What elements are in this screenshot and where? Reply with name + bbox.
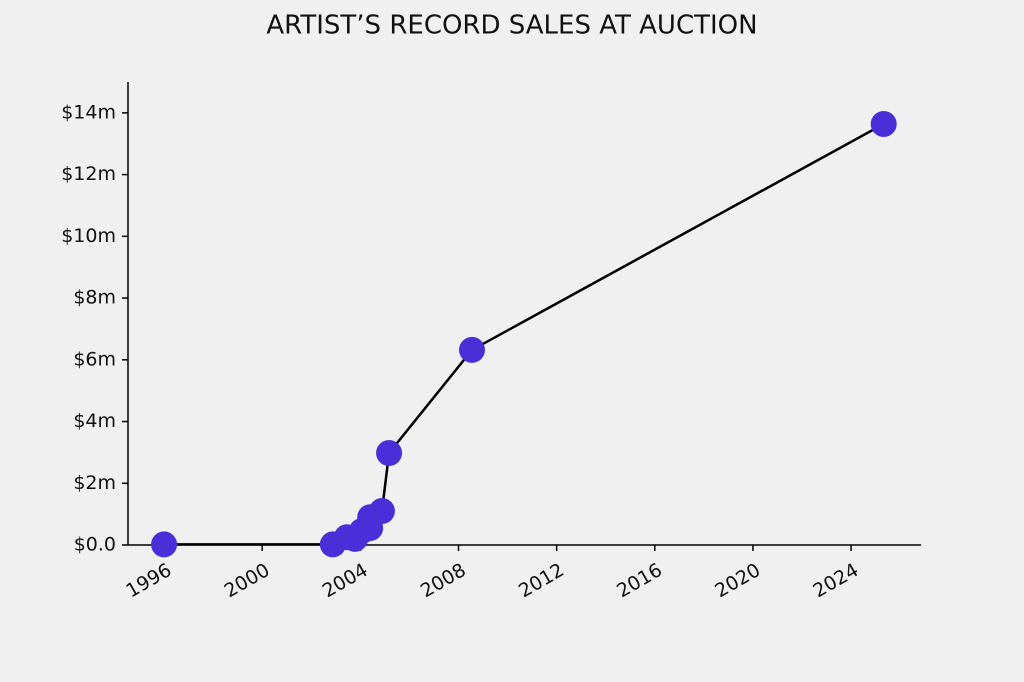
y-tick-label: $6m xyxy=(73,348,116,370)
x-tick-label: 2012 xyxy=(515,559,568,602)
data-point xyxy=(368,498,395,525)
x-tick-label: 2004 xyxy=(319,559,372,602)
y-tick-label: $8m xyxy=(73,287,116,309)
data-point xyxy=(870,110,897,137)
chart-title: ARTIST’S RECORD SALES AT AUCTION xyxy=(266,11,757,41)
x-tick-label: 2016 xyxy=(613,559,666,602)
series-line xyxy=(164,122,885,546)
data-point xyxy=(376,440,403,467)
x-tick-label: 2020 xyxy=(711,559,764,602)
y-tick-label: $10m xyxy=(61,225,116,247)
x-tick-label: 2008 xyxy=(417,559,470,602)
x-tick-label: 2024 xyxy=(809,559,862,602)
y-tick-label: $14m xyxy=(61,101,116,123)
x-tick-label: 2000 xyxy=(221,559,274,602)
y-tick-label: $0.0 xyxy=(74,534,116,556)
y-tick-label: $12m xyxy=(61,163,116,185)
x-tick-label: 1996 xyxy=(122,559,175,602)
y-tick-label: $4m xyxy=(73,410,116,432)
y-tick-label: $2m xyxy=(73,472,116,494)
data-point xyxy=(458,336,485,363)
data-point xyxy=(151,531,178,558)
